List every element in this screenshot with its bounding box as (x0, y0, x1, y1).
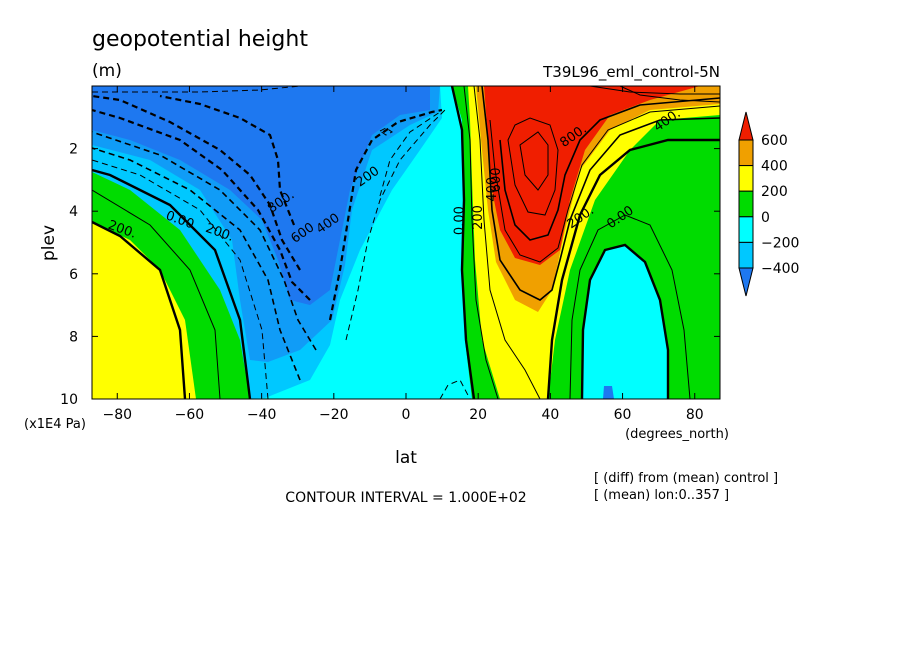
contour-label: 0.00 (453, 206, 468, 235)
colorbar-swatch (738, 165, 754, 192)
contour-interval-label: CONTOUR INTERVAL = 1.000E+02 (285, 490, 526, 506)
note-mean: [ (mean) lon:0..357 ] (594, 488, 729, 503)
x-tick-label: −80 (102, 407, 132, 423)
note-diff: [ (diff) from (mean) control ] (594, 471, 778, 486)
x-axis-units: (degrees_north) (625, 427, 729, 442)
contour-fill-south-pos-200 (92, 222, 196, 399)
colorbar-tick-label: 200 (761, 184, 788, 200)
x-tick-label: 80 (686, 407, 704, 423)
contour-fill-north-pos-600 (484, 86, 700, 265)
y-tick-label: 2 (69, 142, 78, 158)
x-tick-label: −60 (175, 407, 205, 423)
colorbar-swatch (738, 216, 754, 243)
contour-label: 400 (485, 177, 500, 202)
x-axis-label: lat (395, 448, 417, 468)
y-axis-ticks: 2 4 6 8 10 (60, 142, 720, 408)
x-tick-label: −20 (319, 407, 349, 423)
colorbar: 600 400 200 0 −200 −400 (738, 111, 799, 297)
y-axis-units: (x1E4 Pa) (24, 417, 86, 432)
y-tick-label: 10 (60, 392, 78, 408)
contour-lines (92, 86, 720, 399)
colorbar-under-arrow (738, 267, 754, 297)
contour-fill-north-neg (582, 245, 668, 399)
contour-label: 200 (471, 205, 486, 230)
colorbar-swatch (738, 241, 754, 269)
y-tick-label: 8 (69, 329, 78, 345)
colorbar-swatch (738, 190, 754, 218)
contour-label: 600 (489, 167, 504, 192)
x-tick-label: −40 (247, 407, 277, 423)
contour-fill-north-neg-small (603, 386, 614, 399)
y-tick-label: 4 (69, 204, 78, 220)
x-tick-label: 20 (469, 407, 487, 423)
colorbar-tick-label: −400 (761, 261, 799, 277)
x-tick-label: 40 (541, 407, 559, 423)
colorbar-tick-label: 0 (761, 210, 770, 226)
y-tick-label: 6 (69, 267, 78, 283)
chart-units: (m) (92, 61, 122, 81)
x-tick-label: 60 (614, 407, 632, 423)
colorbar-tick-label: −200 (761, 235, 799, 251)
x-tick-label: 0 (402, 407, 411, 423)
chart-title: geopotential height (92, 27, 308, 52)
colorbar-over-arrow (738, 111, 754, 141)
y-axis-label: plev (39, 225, 59, 261)
contour-fill-neg-400 (92, 86, 430, 305)
colorbar-tick-label: 600 (761, 133, 788, 149)
colorbar-tick-label: 400 (761, 159, 788, 175)
x-axis-ticks: −80 −60 −40 −20 0 20 40 60 80 (102, 86, 704, 423)
run-label: T39L96_eml_control-5N (542, 63, 720, 82)
colorbar-swatch (738, 139, 754, 167)
